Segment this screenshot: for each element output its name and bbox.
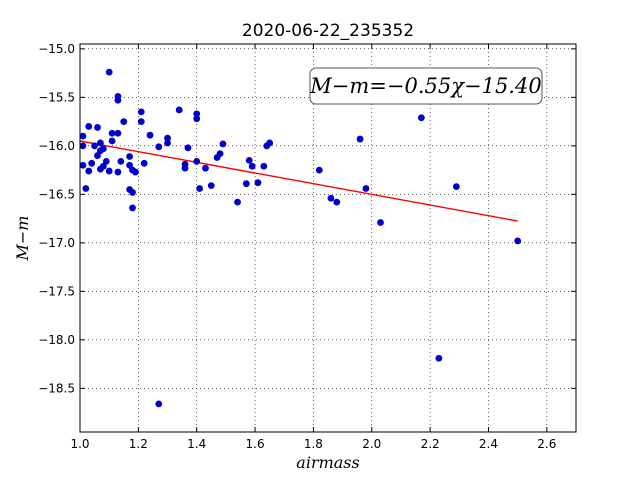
data-point <box>120 118 128 125</box>
data-point <box>79 132 87 140</box>
data-point <box>117 157 125 165</box>
data-point <box>193 110 201 118</box>
data-point <box>102 157 110 165</box>
data-point <box>216 150 224 158</box>
x-tick-label: 2.4 <box>479 437 498 451</box>
data-point <box>88 159 96 167</box>
data-point <box>108 137 116 145</box>
data-points <box>79 68 522 408</box>
data-point <box>184 144 192 152</box>
x-tick-label: 2.0 <box>362 437 381 451</box>
y-tick-label: −16.5 <box>38 187 75 201</box>
data-point <box>99 145 107 153</box>
data-point <box>181 164 189 172</box>
data-point <box>114 168 122 176</box>
x-axis-label: airmass <box>296 453 359 472</box>
data-point <box>234 198 241 206</box>
data-point <box>146 131 154 139</box>
data-point <box>193 157 201 165</box>
x-tick-label: 1.8 <box>304 437 323 451</box>
data-point <box>105 68 113 76</box>
fit-equation: M−m=−0.55χ−15.40 <box>309 74 541 98</box>
data-point <box>207 182 215 190</box>
data-point <box>417 114 425 122</box>
y-tick-label: −15.5 <box>38 90 75 104</box>
y-axis-label: M−m <box>13 216 32 262</box>
data-point <box>254 179 262 187</box>
data-point <box>260 162 268 170</box>
y-tick-label: −15.0 <box>38 42 75 56</box>
data-point <box>202 164 209 172</box>
data-point <box>82 185 90 192</box>
data-point <box>242 180 250 188</box>
data-point <box>85 167 93 175</box>
data-point <box>196 185 204 192</box>
data-point <box>435 354 443 362</box>
data-point <box>356 135 364 143</box>
data-point <box>327 194 335 202</box>
annotation-box <box>309 67 543 105</box>
data-point <box>333 198 341 206</box>
data-point <box>129 204 136 212</box>
data-point <box>245 157 253 164</box>
x-tick-label: 1.2 <box>129 437 148 451</box>
data-point <box>126 153 133 160</box>
y-tick-label: −17.0 <box>38 236 75 250</box>
data-point <box>114 92 122 100</box>
data-point <box>514 237 522 245</box>
fit-equation-box: M−m=−0.55χ−15.40 <box>309 67 543 105</box>
data-point <box>97 139 104 147</box>
fit-line <box>79 140 518 222</box>
data-point <box>315 166 323 174</box>
data-point <box>105 167 113 175</box>
grid <box>79 44 576 432</box>
data-point <box>137 108 145 116</box>
x-tick-label: 2.6 <box>537 437 556 451</box>
data-point <box>155 143 163 151</box>
data-point <box>377 219 384 226</box>
data-point <box>362 185 370 192</box>
data-point <box>155 400 163 408</box>
axis-ticks: 1.0 1.2 1.4 1.6 1.8 2.0 2.2 2.4 2.6 −15.0 −15.5 −16… <box>38 42 576 451</box>
x-tick-label: 1.0 <box>70 437 89 451</box>
data-point <box>193 115 201 123</box>
data-point <box>175 106 183 114</box>
y-tick-label: −18.0 <box>38 333 75 347</box>
plot-frame <box>79 43 577 433</box>
data-point <box>108 129 116 137</box>
data-point <box>91 142 98 150</box>
y-tick-label: −16.0 <box>38 139 75 153</box>
y-tick-label: −18.5 <box>38 381 75 395</box>
y-tick-label: −17.5 <box>38 284 75 298</box>
data-point <box>248 162 256 170</box>
data-point <box>140 159 148 167</box>
data-point <box>114 129 122 137</box>
chart-title: 2020-06-22_235352 <box>242 21 414 41</box>
data-point <box>164 134 171 142</box>
data-point <box>79 161 87 169</box>
data-point <box>85 123 93 130</box>
data-point <box>164 139 171 147</box>
data-point <box>94 124 101 131</box>
x-tick-label: 2.2 <box>421 437 440 451</box>
data-point <box>137 118 145 125</box>
x-tick-label: 1.4 <box>187 437 206 451</box>
data-point <box>266 139 274 147</box>
data-point <box>452 183 460 190</box>
x-tick-label: 1.6 <box>246 437 265 451</box>
data-point <box>132 168 139 176</box>
data-point <box>129 189 136 196</box>
data-point <box>219 140 227 148</box>
